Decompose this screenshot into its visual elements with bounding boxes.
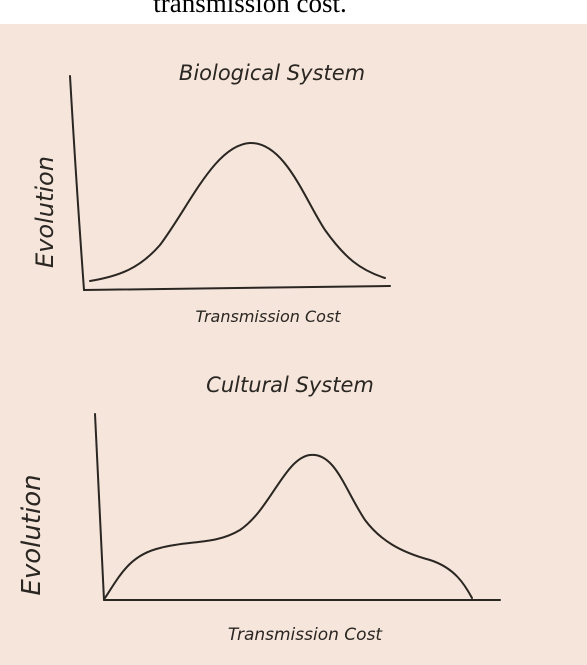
diagram-title: Biological System xyxy=(179,61,365,85)
x-label: Transmission Cost xyxy=(195,307,341,326)
page: {"header": {"caption": "transmission cos… xyxy=(0,0,587,665)
sketch: transmission cost. Biological System Evo… xyxy=(0,0,587,665)
caption: transmission cost. xyxy=(153,0,347,18)
y-label: Evolution xyxy=(17,474,47,595)
y-label: Evolution xyxy=(31,156,59,268)
x-label: Transmission Cost xyxy=(228,625,384,645)
diagram-title: Cultural System xyxy=(206,373,374,397)
paper xyxy=(0,24,587,665)
